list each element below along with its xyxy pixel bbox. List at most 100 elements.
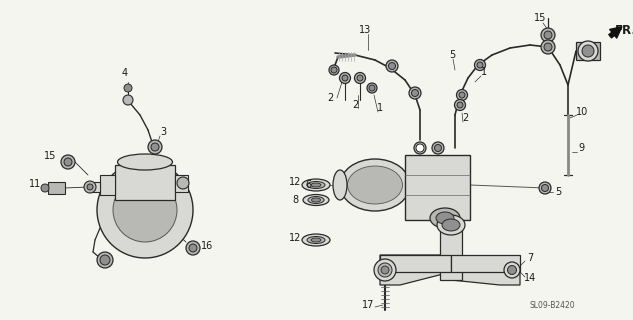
Ellipse shape [544, 43, 552, 51]
Circle shape [416, 144, 424, 152]
Circle shape [41, 184, 49, 192]
Ellipse shape [354, 73, 365, 84]
Circle shape [177, 177, 189, 189]
Ellipse shape [477, 62, 483, 68]
Ellipse shape [508, 266, 517, 275]
Text: 2: 2 [352, 100, 358, 110]
Ellipse shape [333, 170, 347, 200]
Polygon shape [380, 255, 451, 285]
Ellipse shape [308, 196, 324, 204]
Ellipse shape [302, 234, 330, 246]
Polygon shape [405, 155, 470, 220]
Ellipse shape [357, 75, 363, 81]
Circle shape [97, 252, 113, 268]
Text: 17: 17 [362, 300, 374, 310]
Circle shape [186, 241, 200, 255]
Text: 16: 16 [201, 241, 213, 251]
Circle shape [544, 31, 552, 39]
Text: 5: 5 [449, 50, 455, 60]
Circle shape [113, 178, 177, 242]
Ellipse shape [434, 145, 441, 151]
Ellipse shape [307, 181, 325, 188]
Ellipse shape [381, 266, 389, 274]
Ellipse shape [378, 263, 392, 277]
Circle shape [578, 41, 598, 61]
Ellipse shape [148, 140, 162, 154]
Ellipse shape [118, 154, 173, 170]
Text: 15: 15 [44, 151, 56, 161]
Text: 5: 5 [555, 187, 561, 197]
Text: FR.: FR. [615, 23, 633, 36]
Text: 13: 13 [359, 25, 371, 35]
Ellipse shape [331, 67, 337, 73]
Ellipse shape [303, 195, 329, 205]
Ellipse shape [409, 87, 421, 99]
Circle shape [97, 162, 193, 258]
Polygon shape [48, 182, 65, 194]
Ellipse shape [151, 143, 159, 151]
Circle shape [84, 181, 96, 193]
Text: 6: 6 [305, 180, 311, 190]
Ellipse shape [307, 236, 325, 244]
Ellipse shape [442, 219, 460, 231]
Text: SL09-B2420: SL09-B2420 [530, 300, 575, 309]
Polygon shape [175, 175, 188, 192]
Polygon shape [100, 175, 115, 195]
Ellipse shape [302, 179, 330, 191]
Circle shape [87, 184, 93, 190]
Ellipse shape [456, 90, 468, 100]
Text: 1: 1 [377, 103, 383, 113]
Ellipse shape [414, 142, 426, 154]
Ellipse shape [541, 185, 549, 191]
Ellipse shape [311, 238, 321, 242]
Text: 12: 12 [289, 177, 301, 187]
Text: 2: 2 [462, 113, 468, 123]
Ellipse shape [430, 208, 460, 228]
Ellipse shape [348, 166, 403, 204]
Ellipse shape [432, 142, 444, 154]
Ellipse shape [339, 73, 351, 84]
Ellipse shape [539, 182, 551, 194]
Ellipse shape [457, 102, 463, 108]
Circle shape [61, 155, 75, 169]
Ellipse shape [411, 90, 418, 97]
Ellipse shape [389, 62, 396, 69]
Polygon shape [451, 272, 520, 285]
Ellipse shape [340, 159, 410, 211]
Polygon shape [576, 42, 600, 60]
Polygon shape [440, 225, 462, 280]
Polygon shape [90, 182, 100, 192]
Ellipse shape [311, 198, 320, 202]
Circle shape [124, 84, 132, 92]
Text: 7: 7 [527, 253, 533, 263]
Circle shape [582, 45, 594, 57]
Ellipse shape [417, 145, 423, 151]
Text: 8: 8 [292, 195, 298, 205]
Circle shape [64, 158, 72, 166]
Text: 11: 11 [29, 179, 41, 189]
Ellipse shape [374, 259, 396, 281]
Circle shape [100, 255, 110, 265]
Ellipse shape [437, 215, 465, 235]
Polygon shape [115, 165, 175, 200]
Text: 15: 15 [534, 13, 546, 23]
Ellipse shape [369, 85, 375, 91]
Ellipse shape [386, 60, 398, 72]
Ellipse shape [311, 183, 321, 187]
Text: 14: 14 [524, 273, 536, 283]
Ellipse shape [436, 212, 454, 224]
Ellipse shape [342, 75, 348, 81]
Ellipse shape [504, 262, 520, 278]
FancyArrowPatch shape [609, 27, 622, 38]
Text: 2: 2 [327, 93, 333, 103]
Text: 10: 10 [576, 107, 588, 117]
Ellipse shape [367, 83, 377, 93]
Ellipse shape [329, 65, 339, 75]
Polygon shape [451, 255, 520, 272]
Ellipse shape [541, 40, 555, 54]
Text: 1: 1 [481, 67, 487, 77]
Text: 9: 9 [578, 143, 584, 153]
Ellipse shape [475, 60, 486, 70]
Circle shape [541, 28, 555, 42]
Ellipse shape [454, 100, 465, 110]
